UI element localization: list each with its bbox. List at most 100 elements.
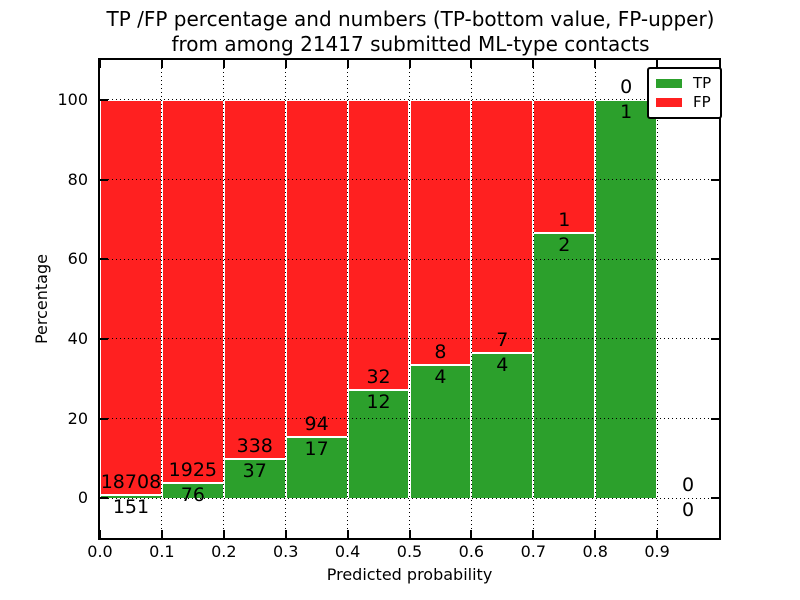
h-gridline (100, 497, 719, 499)
fp-count-label: 8 (434, 341, 447, 364)
legend-entry-fp: FP (656, 93, 711, 112)
x-tick-label: 0.9 (644, 542, 670, 561)
fp-bar-segment (347, 99, 410, 390)
tp-count-label: 1 (620, 100, 633, 123)
v-gridline (532, 60, 534, 538)
x-axis-label: Predicted probability (326, 565, 493, 584)
fp-bar-segment (533, 99, 596, 233)
fp-count-label: 7 (496, 329, 509, 352)
x-tick-label: 0.4 (334, 542, 361, 561)
h-gridline (100, 179, 719, 180)
v-gridline (409, 60, 410, 538)
x-tick-mark-top (594, 60, 597, 68)
tp-legend-label: TP (693, 74, 712, 92)
tp-bar-segment (285, 437, 348, 499)
chart-title: TP /FP percentage and numbers (TP-bottom… (100, 7, 721, 57)
tp-legend-swatch (656, 79, 682, 88)
h-gridline (100, 258, 719, 260)
x-tick-mark (346, 530, 349, 538)
v-gridline (285, 60, 287, 538)
x-tick-mark (284, 530, 287, 538)
plot-area: TP FP 18708 151 1925 76 338 37 94 17 32 12 8 4 7 4 1 2 0… (98, 58, 723, 540)
x-tick-mark (99, 530, 101, 538)
tp-bar-segment (533, 232, 596, 499)
chart-title-line1: TP /FP percentage and numbers (TP-bottom… (106, 7, 715, 31)
x-tick-mark-top (470, 60, 473, 68)
legend-entry-tp: TP (656, 74, 711, 93)
y-tick-mark (100, 337, 108, 340)
fp-count-label: 1925 (168, 459, 218, 482)
chart-title-line2: from among 21417 submitted ML-type conta… (171, 32, 650, 56)
x-tick-mark (656, 530, 659, 538)
x-tick-mark-top (99, 60, 101, 68)
y-tick-label: 40 (67, 328, 88, 348)
fp-bar-segment (285, 99, 348, 438)
y-tick-mark-right (711, 258, 719, 261)
x-tick-mark-top (532, 60, 535, 68)
y-tick-mark (100, 178, 108, 181)
y-tick-mark-right (711, 178, 719, 181)
y-tick-label: 0 (77, 488, 88, 508)
fp-bar-segment (100, 99, 162, 495)
fp-count-label: 0 (681, 474, 695, 497)
x-tick-label: 0.6 (458, 542, 485, 561)
tp-count-label: 37 (242, 459, 267, 482)
legend: TP FP (647, 67, 723, 119)
fp-bar-segment (409, 99, 472, 366)
x-tick-mark (594, 530, 597, 538)
fp-count-label: 18708 (100, 470, 162, 493)
fp-count-label: 32 (366, 365, 391, 388)
v-gridline (223, 60, 225, 538)
fp-count-label: 94 (304, 413, 329, 436)
h-gridline (100, 99, 719, 101)
y-tick-label: 20 (67, 408, 88, 428)
tp-count-label: 17 (304, 438, 329, 461)
tp-bar-segment (409, 365, 472, 499)
v-gridline (161, 60, 163, 538)
x-tick-mark (160, 530, 163, 538)
x-tick-mark (532, 530, 535, 538)
x-tick-label: 0.8 (582, 542, 608, 561)
tp-bar-segment (223, 458, 286, 499)
y-tick-mark-right (711, 337, 719, 340)
x-tick-mark (470, 530, 473, 538)
x-tick-label: 0.2 (211, 542, 237, 561)
tp-count-label: 151 (112, 495, 150, 518)
h-gridline (100, 418, 719, 419)
y-tick-label: 60 (67, 249, 88, 269)
y-tick-mark (100, 258, 108, 261)
x-tick-mark-top (656, 60, 659, 68)
h-gridline (100, 338, 719, 340)
tp-count-label: 4 (496, 354, 509, 377)
x-tick-mark (222, 530, 225, 538)
tp-count-label: 2 (558, 233, 571, 256)
x-tick-mark (408, 530, 411, 538)
fp-bar-segment (161, 99, 224, 484)
tp-bar-segment (595, 99, 658, 499)
tp-bar-segment (347, 389, 410, 499)
y-tick-mark (100, 417, 108, 420)
tp-count-label: 12 (366, 390, 391, 413)
x-tick-label: 0.0 (87, 542, 113, 561)
x-tick-mark-top (222, 60, 225, 68)
tp-bar-segment (471, 353, 534, 499)
v-gridline (656, 60, 658, 538)
x-tick-label: 0.3 (272, 542, 299, 561)
fp-count-label: 1 (558, 208, 571, 231)
x-tick-label: 0.5 (396, 542, 423, 561)
fp-bar-segment (223, 99, 286, 459)
v-gridline (470, 60, 472, 538)
v-gridline (347, 60, 349, 538)
tp-count-label: 4 (434, 366, 447, 389)
y-tick-mark (100, 497, 108, 500)
x-tick-label: 0.1 (149, 542, 175, 561)
x-tick-mark-top (284, 60, 287, 68)
x-tick-mark-top (346, 60, 349, 68)
y-tick-label: 100 (57, 89, 88, 109)
fp-count-label: 0 (620, 75, 633, 98)
fp-legend-label: FP (693, 93, 711, 111)
v-gridline (594, 60, 596, 538)
x-tick-mark-top (160, 60, 163, 68)
y-axis-label: Percentage (32, 254, 51, 345)
